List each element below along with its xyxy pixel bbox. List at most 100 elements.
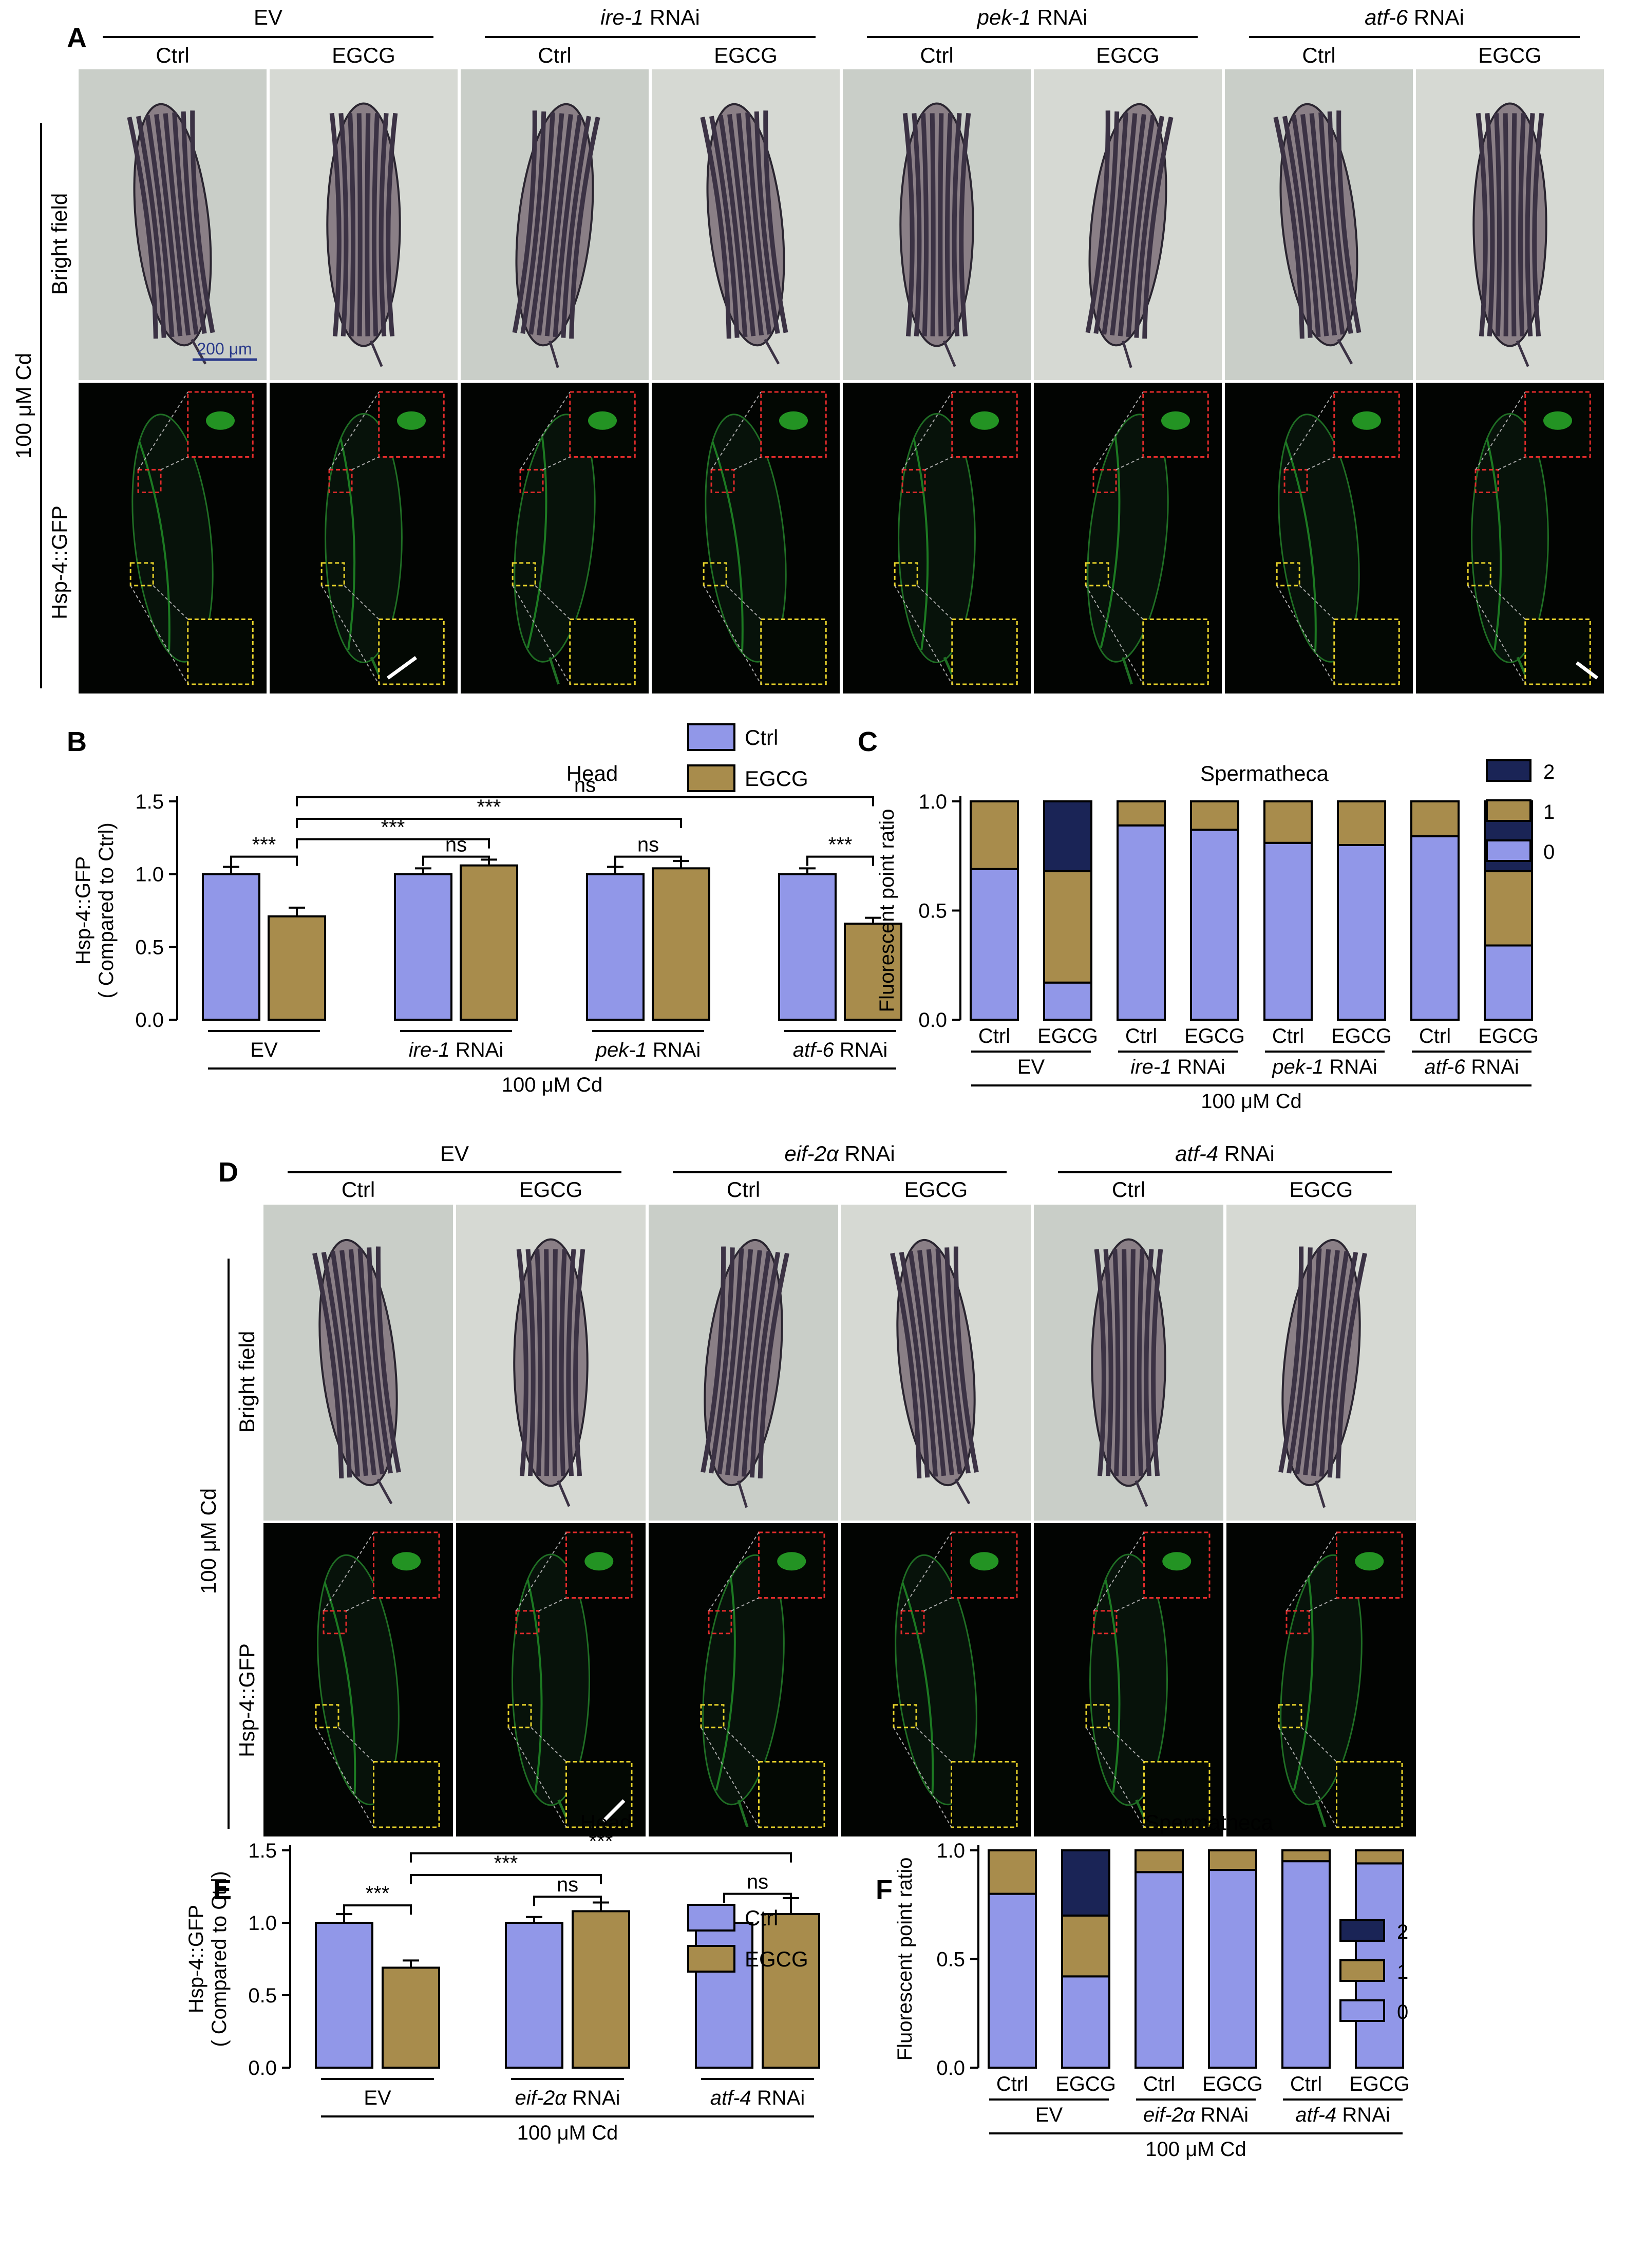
legend-label: Ctrl bbox=[745, 1906, 778, 1930]
panel-d-yellow-connector bbox=[916, 1727, 952, 1763]
bar-segment-score-1 bbox=[970, 800, 1019, 870]
panel-d-bright-field-worm-stripe bbox=[944, 1247, 971, 1474]
panel-a-bright-field-worm-stripe bbox=[1102, 112, 1128, 335]
significance-label: *** bbox=[477, 796, 501, 818]
panel-a-bright-field-worm-stripe bbox=[338, 113, 349, 336]
panel-a-bright-field-worm-stripe bbox=[902, 113, 915, 336]
panel-letter-d: D bbox=[218, 1157, 238, 1188]
panel-a-sub-ctrl: Ctrl bbox=[156, 43, 189, 67]
bar-segment-score-1 bbox=[1355, 1849, 1404, 1865]
panel-a-gfp-worm-edge bbox=[138, 441, 171, 651]
panel-a-yellow-box bbox=[1467, 562, 1491, 587]
panel-a-red-connector bbox=[711, 391, 762, 470]
category-label: EGCG bbox=[1055, 2073, 1116, 2095]
panel-a-bright-field-worm-tail bbox=[369, 340, 383, 367]
category-label: Ctrl bbox=[1125, 1025, 1157, 1047]
panel-a-gfp-worm-edge bbox=[1100, 437, 1121, 648]
panel-d-sub-ctrl: Ctrl bbox=[342, 1177, 375, 1202]
panel-d-bright-field-worm-stripe bbox=[725, 1249, 753, 1475]
panel-a-bright-field-worm-stripe bbox=[172, 112, 199, 335]
panel-a-red-connector bbox=[520, 391, 571, 470]
group-label-suffix: RNAi bbox=[647, 1039, 701, 1061]
panel-a-bright-field-worm-stripe bbox=[1511, 113, 1517, 336]
panel-a-bright-field-worm-stripe bbox=[959, 113, 971, 336]
bar-ctrl bbox=[586, 873, 645, 1021]
panel-d-bright-field-worm-stripe bbox=[330, 1251, 361, 1477]
panel-d-bright-field-worm-stripe bbox=[917, 1250, 947, 1476]
bar-segment-score-1 bbox=[1281, 1849, 1331, 1863]
panel-a-header-label: atf-6 RNAi bbox=[1365, 5, 1464, 29]
significance-bracket bbox=[296, 838, 490, 849]
panel-a-gfp-worm-body bbox=[325, 413, 403, 663]
category-label: Ctrl bbox=[1290, 2073, 1322, 2095]
legend-label: Ctrl bbox=[745, 725, 778, 749]
significance-label: ns bbox=[747, 1871, 768, 1894]
panel-a-bright-field-worm-stripe bbox=[1525, 113, 1535, 336]
panel-d-red-connector bbox=[1093, 1532, 1145, 1611]
panel-a-row-labels: 100 μM Cd Bright field Hsp-4::GFP bbox=[11, 123, 71, 688]
panel-a-yellow-zoom-box bbox=[951, 618, 1018, 685]
group-label-suffix: RNAi bbox=[834, 1039, 887, 1061]
group-label-gene: ire-1 bbox=[1130, 1056, 1171, 1078]
y-tick-label: 1.5 bbox=[248, 1840, 277, 1862]
bar-segment-score-1 bbox=[1135, 1849, 1184, 1873]
bar-segment-score-1 bbox=[1190, 800, 1239, 831]
panel-a-bright-field-worm-stripe bbox=[921, 113, 929, 336]
panel-a-sub-ctrl: Ctrl bbox=[920, 43, 953, 67]
panel-d-yellow-box bbox=[315, 1704, 339, 1729]
panel-d-yellow-connector bbox=[508, 1727, 567, 1828]
bar-ctrl bbox=[695, 1922, 753, 2069]
panel-d-bright-field-worm-stripe bbox=[1129, 1249, 1136, 1476]
panel-d-yellow-box bbox=[1278, 1704, 1302, 1729]
panel-a-header-label-gene: atf-6 bbox=[1365, 5, 1408, 29]
group-label: EV bbox=[1017, 1056, 1045, 1078]
panel-a-bright-field-worm-stripe bbox=[127, 117, 158, 339]
panel-a-bright-field-worm-stripe bbox=[1318, 112, 1345, 335]
panel-d-bright-field-worm-stripe bbox=[1335, 1252, 1367, 1478]
panel-d-bright-field-worm-stripe bbox=[321, 1251, 352, 1478]
bar-segment-score-1 bbox=[1043, 870, 1092, 984]
panel-a-yellow-connector bbox=[535, 585, 571, 620]
panel-d-red-connector bbox=[1286, 1532, 1337, 1611]
panel-d-header-label: eif-2α RNAi bbox=[784, 1141, 895, 1166]
bar-segment-score-1 bbox=[1117, 800, 1166, 827]
panel-d-bright-field-worm-stripe bbox=[1103, 1249, 1113, 1476]
panel-d-gfp-worm bbox=[1280, 1554, 1363, 1828]
panel-d-bright-field-worm bbox=[890, 1239, 979, 1505]
panel-a-yellow-box bbox=[703, 562, 727, 587]
group-label-gene: atf-4 bbox=[1295, 2104, 1336, 2126]
y-tick-label: 1.0 bbox=[936, 1840, 965, 1862]
panel-a-sub-ctrl: Ctrl bbox=[538, 43, 571, 67]
panel-a-bright-field-worm-tail bbox=[942, 340, 956, 367]
panel-d-gfp-worm bbox=[512, 1553, 590, 1827]
bar-segment-score-0 bbox=[1190, 829, 1239, 1021]
panel-a-gfp-label: Hsp-4::GFP bbox=[47, 505, 71, 620]
arrow bbox=[1575, 661, 1599, 680]
panel-d-gfp-worm-edge bbox=[1293, 1577, 1314, 1791]
panel-a-yellow-connector bbox=[1108, 585, 1144, 620]
panel-d-sub-egcg: EGCG bbox=[519, 1177, 583, 1202]
panel-d-bright-field-worm-stripe bbox=[357, 1248, 385, 1475]
panel-a-bright-field-worm-stripe bbox=[145, 115, 175, 338]
panel-d-yellow-connector bbox=[1278, 1727, 1337, 1828]
arrow bbox=[602, 1799, 626, 1823]
panel-d-gfp-worm-edge bbox=[1104, 1579, 1121, 1793]
panel-d-bright-field-worm-stripe bbox=[926, 1249, 955, 1475]
panel-a-red-box bbox=[1092, 468, 1117, 493]
group-label-gene: pek-1 bbox=[1272, 1056, 1324, 1078]
group-label-gene: eif-2α bbox=[1143, 2104, 1196, 2126]
group-label-gene: atf-6 bbox=[793, 1039, 835, 1061]
y-tick-label: 1.0 bbox=[248, 1912, 277, 1935]
panel-d-red-box bbox=[1285, 1610, 1310, 1635]
panel-a-sub-egcg: EGCG bbox=[332, 43, 395, 67]
panel-d-bright-field-worm bbox=[1091, 1238, 1166, 1507]
panel-a-bright-field-worm-stripe bbox=[386, 113, 398, 336]
panel-a-bright-field-worm-stripe bbox=[329, 113, 342, 336]
significance-label: *** bbox=[589, 1830, 613, 1853]
bar-segment-score-0 bbox=[1281, 1860, 1331, 2069]
panel-a-bright-field-worm-stripe bbox=[1282, 116, 1313, 338]
panel-a-bright-field-worm-stripe bbox=[727, 114, 756, 336]
group-label-gene: atf-6 bbox=[1424, 1056, 1466, 1078]
panel-d-red-zoom-signal bbox=[1162, 1552, 1192, 1571]
legend-label: 2 bbox=[1543, 761, 1555, 783]
